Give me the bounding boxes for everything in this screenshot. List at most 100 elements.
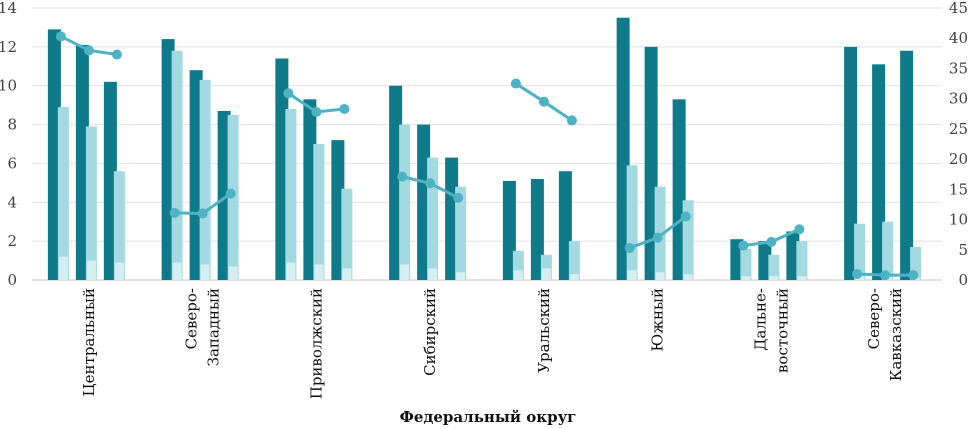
y-tick-label: 14 <box>0 0 17 17</box>
right-axis: 0 5 10 15 20 25 30 35 40 45 <box>949 0 968 289</box>
bar <box>189 70 203 281</box>
bar <box>58 256 68 280</box>
data-point <box>652 232 663 243</box>
category-label: Южный <box>649 288 667 352</box>
data-point <box>311 106 322 117</box>
data-point <box>111 49 122 60</box>
bar <box>627 270 637 280</box>
category-label: Сибирский <box>421 288 439 376</box>
category-label: Центральный <box>80 288 98 396</box>
category-label: Уральский <box>535 288 553 373</box>
bar <box>428 268 438 280</box>
data-point <box>83 45 94 56</box>
y2-tick-label: 10 <box>949 211 968 229</box>
bar <box>512 250 524 280</box>
bar <box>399 124 411 280</box>
bar <box>47 29 61 280</box>
bar <box>57 107 69 280</box>
data-point <box>794 224 805 235</box>
bar <box>683 274 693 280</box>
bar <box>626 165 638 280</box>
data-point <box>397 171 408 182</box>
data-point <box>453 192 464 203</box>
bar <box>85 126 97 280</box>
category-label-line: восточный <box>773 288 791 373</box>
bar <box>568 241 580 280</box>
bar <box>854 223 866 280</box>
data-point <box>908 270 919 281</box>
y-tick-label: 6 <box>7 154 17 172</box>
bar <box>228 266 238 280</box>
bar <box>558 171 572 280</box>
bar <box>75 44 89 280</box>
data-point <box>738 240 749 251</box>
bar <box>455 186 467 280</box>
bar <box>171 50 183 280</box>
y2-tick-label: 5 <box>958 241 968 259</box>
category-label-line: Южный <box>649 288 667 352</box>
bar <box>672 99 686 280</box>
bars <box>47 17 922 281</box>
bar <box>427 157 439 280</box>
y-tick-label: 8 <box>7 116 17 134</box>
bar <box>513 270 523 280</box>
bar <box>730 239 744 280</box>
bar <box>103 81 117 280</box>
bar <box>768 254 780 280</box>
data-point <box>225 188 236 199</box>
bar <box>217 110 231 280</box>
bar <box>786 231 800 280</box>
data-point <box>169 207 180 218</box>
category-label: Северо- Западный <box>183 288 223 366</box>
y-tick-label: 0 <box>7 271 17 289</box>
y2-tick-label: 15 <box>949 180 968 198</box>
bar <box>530 178 544 280</box>
category-label: Дальне-восточный <box>751 288 791 373</box>
bar <box>758 241 772 280</box>
y2-tick-label: 30 <box>949 90 968 108</box>
y-tick-label: 2 <box>7 232 17 250</box>
bar <box>113 171 125 280</box>
bar <box>331 140 345 280</box>
data-point <box>510 78 521 89</box>
category-label-line: Сибирский <box>421 288 439 376</box>
data-point <box>624 242 635 253</box>
bar <box>86 260 96 280</box>
bar <box>502 180 516 280</box>
bar <box>844 46 858 280</box>
bar <box>900 50 914 280</box>
bar <box>741 276 751 280</box>
bar <box>199 79 211 280</box>
y-tick-label: 10 <box>0 77 17 95</box>
data-point <box>766 236 777 247</box>
data-point <box>197 208 208 219</box>
data-point <box>283 88 294 99</box>
data-point <box>566 115 577 126</box>
bar <box>769 276 779 280</box>
category-labels: Центральный Северо- Западный Приволжский Сиб… <box>80 288 905 399</box>
bar <box>797 276 807 280</box>
bar <box>417 124 431 280</box>
y2-tick-label: 45 <box>949 0 968 17</box>
y-tick-label: 4 <box>7 193 17 211</box>
bar <box>200 264 210 280</box>
category-label: Северо- Кавказский <box>865 288 905 381</box>
category-label: Приволжский <box>307 288 325 399</box>
bar <box>161 39 175 281</box>
category-label-line: Западный <box>205 288 223 366</box>
data-point <box>852 268 863 279</box>
left-axis: 0 2 4 6 8 10 12 14 <box>0 0 17 289</box>
y2-tick-label: 25 <box>949 120 968 138</box>
y2-tick-label: 35 <box>949 59 968 77</box>
bar <box>114 262 124 280</box>
category-label-line: Центральный <box>80 288 98 396</box>
bar <box>285 109 297 281</box>
category-label-line: Уральский <box>535 288 553 373</box>
bar <box>275 58 289 281</box>
y-tick-label: 12 <box>0 38 17 56</box>
bar <box>872 64 886 280</box>
bar <box>313 144 325 280</box>
data-point <box>55 31 66 42</box>
bar <box>655 272 665 280</box>
